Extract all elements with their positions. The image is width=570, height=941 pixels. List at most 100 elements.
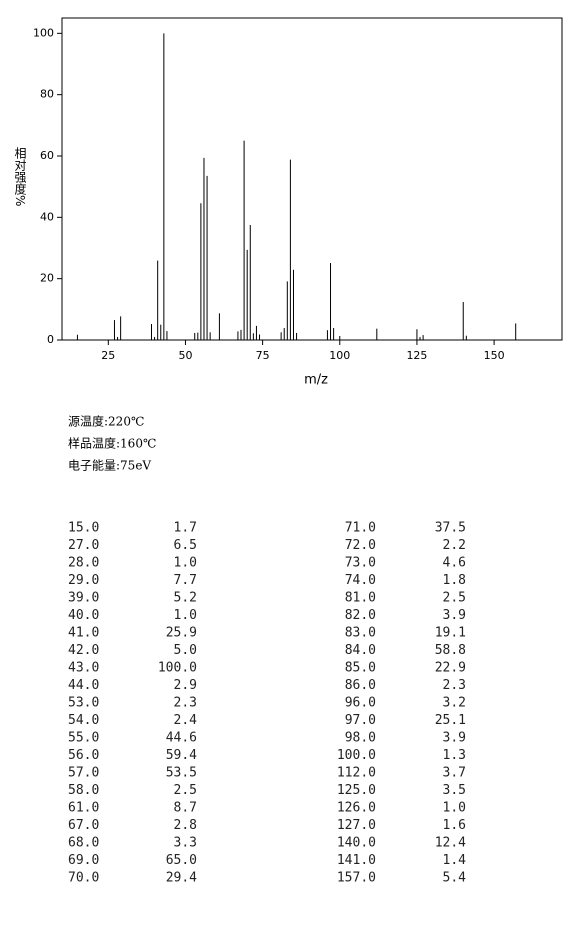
table-cell: 82.0 <box>345 608 376 623</box>
table-cell: 6.5 <box>174 538 197 553</box>
table-cell: 40.0 <box>68 608 99 623</box>
table-cell: 1.0 <box>174 608 197 623</box>
table-cell: 1.3 <box>443 748 466 763</box>
y-tick-label: 20 <box>40 272 54 285</box>
table-cell: 112.0 <box>337 766 376 781</box>
table-cell: 7.7 <box>174 573 197 588</box>
y-axis-label: 相对强度% <box>13 147 27 207</box>
table-cell: 53.0 <box>68 696 99 711</box>
table-cell: 58.8 <box>435 643 466 658</box>
table-cell: 141.0 <box>337 853 376 868</box>
table-cell: 25.1 <box>435 713 466 728</box>
table-cell: 3.2 <box>443 696 466 711</box>
table-cell: 96.0 <box>345 696 376 711</box>
info-line: 样品温度:160℃ <box>68 436 156 451</box>
table-cell: 44.6 <box>166 731 197 746</box>
x-axis-label: m/z <box>304 373 328 388</box>
table-cell: 126.0 <box>337 801 376 816</box>
y-tick-label: 100 <box>33 26 54 39</box>
table-cell: 2.4 <box>174 713 198 728</box>
table-cell: 140.0 <box>337 836 376 851</box>
table-cell: 5.2 <box>174 591 197 606</box>
table-cell: 43.0 <box>68 661 99 676</box>
table-cell: 27.0 <box>68 538 99 553</box>
table-cell: 2.2 <box>443 538 466 553</box>
table-cell: 70.0 <box>68 871 99 886</box>
table-cell: 1.6 <box>443 818 466 833</box>
table-cell: 61.0 <box>68 801 99 816</box>
table-cell: 71.0 <box>345 521 376 536</box>
table-cell: 2.9 <box>174 678 197 693</box>
table-cell: 1.8 <box>443 573 466 588</box>
table-cell: 98.0 <box>345 731 376 746</box>
table-cell: 74.0 <box>345 573 376 588</box>
table-cell: 68.0 <box>68 836 99 851</box>
table-cell: 100.0 <box>337 748 376 763</box>
table-cell: 3.7 <box>443 766 466 781</box>
table-cell: 2.8 <box>174 818 197 833</box>
table-cell: 157.0 <box>337 871 376 886</box>
table-cell: 86.0 <box>345 678 376 693</box>
table-cell: 127.0 <box>337 818 376 833</box>
table-cell: 1.0 <box>443 801 466 816</box>
table-cell: 42.0 <box>68 643 99 658</box>
table-cell: 53.5 <box>166 766 197 781</box>
x-tick-label: 125 <box>406 349 427 362</box>
table-cell: 2.3 <box>174 696 197 711</box>
y-tick-label: 0 <box>47 333 54 346</box>
table-cell: 29.0 <box>68 573 99 588</box>
x-tick-label: 75 <box>256 349 270 362</box>
table-cell: 3.3 <box>174 836 197 851</box>
table-cell: 12.4 <box>435 836 466 851</box>
table-cell: 8.7 <box>174 801 197 816</box>
x-tick-label: 100 <box>329 349 350 362</box>
info-line: 电子能量:75eV <box>68 459 151 473</box>
table-cell: 3.9 <box>443 731 466 746</box>
x-tick-label: 150 <box>484 349 505 362</box>
table-cell: 83.0 <box>345 626 376 641</box>
table-cell: 84.0 <box>345 643 376 658</box>
y-tick-label: 40 <box>40 210 54 223</box>
table-cell: 85.0 <box>345 661 376 676</box>
table-cell: 57.0 <box>68 766 99 781</box>
table-cell: 37.5 <box>435 521 466 536</box>
table-cell: 97.0 <box>345 713 376 728</box>
y-tick-label: 60 <box>40 149 54 162</box>
table-cell: 1.7 <box>174 521 197 536</box>
table-cell: 22.9 <box>435 661 466 676</box>
table-cell: 56.0 <box>68 748 99 763</box>
table-cell: 5.0 <box>174 643 197 658</box>
table-cell: 65.0 <box>166 853 197 868</box>
table-cell: 39.0 <box>68 591 99 606</box>
y-tick-label: 80 <box>40 88 54 101</box>
table-cell: 44.0 <box>68 678 99 693</box>
table-cell: 2.5 <box>443 591 466 606</box>
table-cell: 67.0 <box>68 818 99 833</box>
plot-frame <box>61 17 563 341</box>
table-cell: 41.0 <box>68 626 99 641</box>
table-cell: 3.5 <box>443 783 466 798</box>
x-tick-label: 25 <box>101 349 115 362</box>
table-cell: 28.0 <box>68 556 99 571</box>
table-cell: 81.0 <box>345 591 376 606</box>
table-cell: 72.0 <box>345 538 376 553</box>
table-cell: 100.0 <box>158 661 197 676</box>
table-cell: 54.0 <box>68 713 99 728</box>
table-cell: 25.9 <box>166 626 197 641</box>
table-cell: 58.0 <box>68 783 99 798</box>
table-cell: 1.0 <box>174 556 197 571</box>
table-cell: 55.0 <box>68 731 99 746</box>
table-cell: 15.0 <box>68 521 99 536</box>
table-cell: 4.6 <box>443 556 466 571</box>
table-cell: 73.0 <box>345 556 376 571</box>
table-cell: 2.5 <box>174 783 197 798</box>
info-line: 源温度:220℃ <box>68 414 144 429</box>
table-cell: 19.1 <box>435 626 466 641</box>
table-cell: 125.0 <box>337 783 376 798</box>
table-cell: 29.4 <box>166 871 197 886</box>
table-cell: 59.4 <box>166 748 197 763</box>
table-cell: 3.9 <box>443 608 466 623</box>
x-tick-label: 50 <box>178 349 192 362</box>
table-cell: 2.3 <box>443 678 466 693</box>
